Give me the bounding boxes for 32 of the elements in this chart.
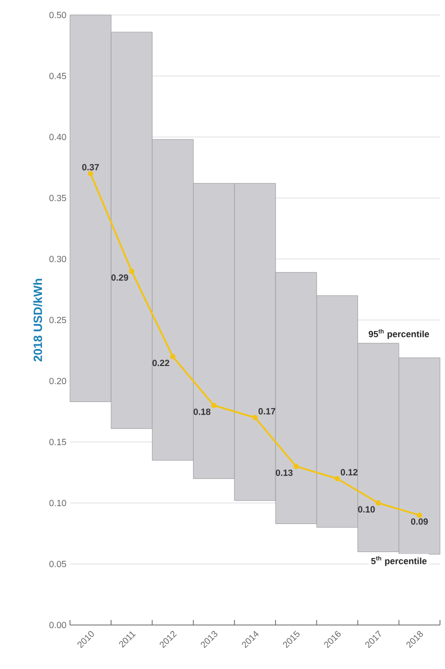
data-label: 0.29 bbox=[111, 274, 128, 281]
y-tick-label: 0.35 bbox=[49, 194, 66, 202]
point bbox=[293, 464, 299, 470]
data-label: 0.12 bbox=[340, 469, 358, 476]
point bbox=[211, 402, 217, 408]
data-label: 0.10 bbox=[358, 506, 375, 513]
data-label: 0.22 bbox=[152, 360, 170, 366]
point bbox=[128, 268, 134, 274]
y-tick-label: 0.05 bbox=[49, 560, 66, 568]
point bbox=[88, 170, 94, 176]
point bbox=[416, 512, 422, 518]
y-tick-label: 0.10 bbox=[49, 500, 66, 506]
y-tick-label: 0.20 bbox=[49, 378, 66, 384]
data-label: 0.09 bbox=[411, 518, 428, 525]
point bbox=[170, 354, 176, 360]
y-tick-label: 0.40 bbox=[49, 134, 66, 140]
annotation: 5$^{th}$ percentile bbox=[371, 556, 427, 566]
annotation: 95$^{th}$ percentile bbox=[368, 328, 430, 339]
point bbox=[376, 500, 382, 506]
point bbox=[252, 414, 258, 420]
y-tick-label: 0.30 bbox=[49, 256, 66, 262]
data-label: 0.13 bbox=[276, 470, 293, 476]
data-label: 0.18 bbox=[194, 408, 210, 415]
data-label: 0.37 bbox=[82, 164, 99, 170]
y-tick-label: 0.50 bbox=[49, 12, 66, 18]
data-label: 0.17 bbox=[258, 408, 276, 414]
y-tick-label: 0.00 bbox=[49, 622, 66, 628]
y-tick-label: 0.45 bbox=[49, 72, 66, 80]
y-tick-label: 0.15 bbox=[49, 438, 66, 446]
y-tick-label: 0.25 bbox=[49, 316, 66, 324]
point bbox=[334, 476, 340, 482]
y-axis-title: 2018 USD/kWh bbox=[33, 278, 42, 362]
